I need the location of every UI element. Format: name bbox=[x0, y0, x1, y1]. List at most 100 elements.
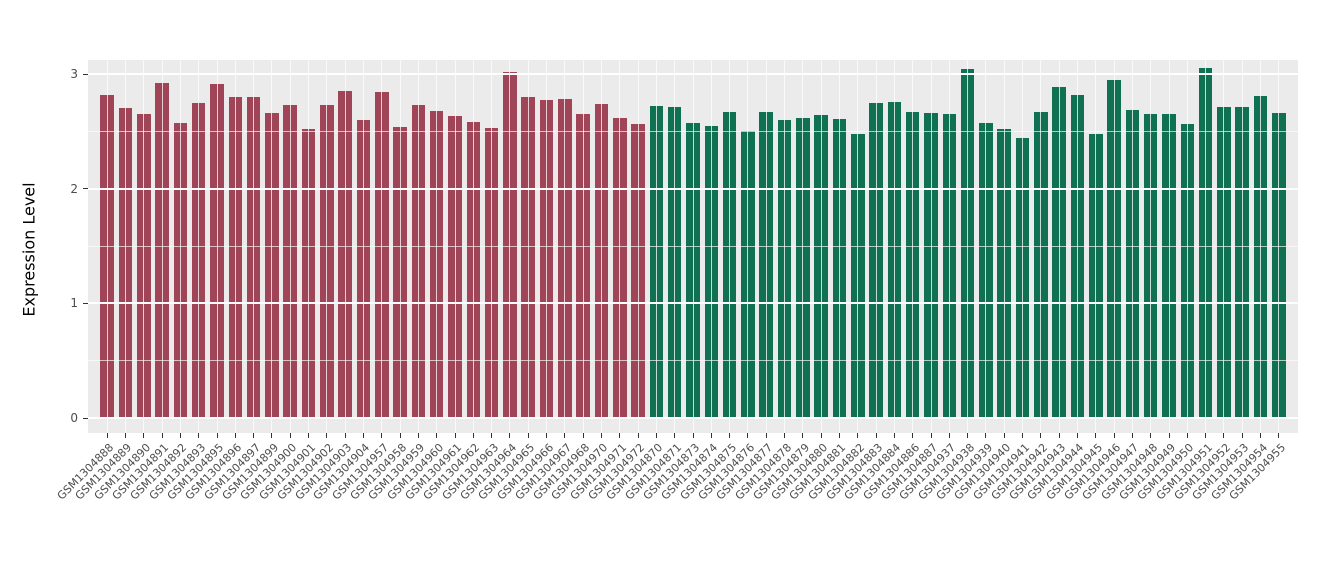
gridline-vertical bbox=[106, 60, 108, 433]
gridline-vertical bbox=[289, 60, 291, 433]
x-axis-tick bbox=[765, 433, 767, 438]
gridline-vertical bbox=[802, 60, 804, 433]
x-axis-tick bbox=[1058, 433, 1060, 438]
gridline-vertical bbox=[582, 60, 584, 433]
x-axis-tick bbox=[454, 433, 456, 438]
gridline-vertical bbox=[765, 60, 767, 433]
x-axis-tick bbox=[1260, 433, 1262, 438]
gridline-vertical bbox=[838, 60, 840, 433]
gridline-vertical bbox=[399, 60, 401, 433]
x-axis-tick bbox=[179, 433, 181, 438]
x-axis-tick bbox=[1040, 433, 1042, 438]
x-axis-tick bbox=[527, 433, 529, 438]
x-axis-tick bbox=[893, 433, 895, 438]
gridline-vertical bbox=[875, 60, 877, 433]
gridline-vertical bbox=[985, 60, 987, 433]
gridline-vertical bbox=[893, 60, 895, 433]
x-axis-tick bbox=[582, 433, 584, 438]
gridline-vertical bbox=[491, 60, 493, 433]
gridline-vertical bbox=[253, 60, 255, 433]
y-axis-tick-label: 2 bbox=[70, 181, 78, 196]
y-axis-tick-label: 0 bbox=[70, 411, 78, 425]
x-axis-tick bbox=[1241, 433, 1243, 438]
gridline-vertical bbox=[344, 60, 346, 433]
x-axis-tick bbox=[143, 433, 145, 438]
gridline-vertical bbox=[747, 60, 749, 433]
x-axis-tick bbox=[820, 433, 822, 438]
gridline-vertical bbox=[216, 60, 218, 433]
x-axis-tick bbox=[271, 433, 273, 438]
x-axis-tick bbox=[948, 433, 950, 438]
gridline-vertical bbox=[1205, 60, 1207, 433]
x-axis-tick bbox=[784, 433, 786, 438]
x-axis-tick bbox=[655, 433, 657, 438]
gridline-vertical bbox=[710, 60, 712, 433]
y-axis-tick-label: 3 bbox=[70, 67, 78, 81]
x-axis-tick bbox=[381, 433, 383, 438]
gridline-vertical bbox=[362, 60, 364, 433]
x-axis-tick bbox=[747, 433, 749, 438]
x-axis-tick bbox=[198, 433, 200, 438]
gridline-vertical bbox=[234, 60, 236, 433]
x-axis-tick bbox=[124, 433, 126, 438]
gridline-vertical bbox=[912, 60, 914, 433]
gridline-vertical bbox=[326, 60, 328, 433]
gridline-vertical bbox=[436, 60, 438, 433]
gridline-vertical bbox=[820, 60, 822, 433]
x-axis-tick bbox=[1150, 433, 1152, 438]
x-axis-tick bbox=[1168, 433, 1170, 438]
x-axis-tick bbox=[1095, 433, 1097, 438]
y-axis-tick bbox=[83, 73, 88, 75]
gridline-vertical bbox=[637, 60, 639, 433]
y-axis-tick-label: 1 bbox=[70, 296, 78, 311]
gridline-vertical bbox=[619, 60, 621, 433]
x-axis-tick bbox=[1003, 433, 1005, 438]
gridline-vertical bbox=[600, 60, 602, 433]
x-axis-tick bbox=[857, 433, 859, 438]
y-axis-title: Expression Level bbox=[19, 182, 39, 317]
gridline-minor bbox=[88, 245, 1298, 247]
x-axis-tick bbox=[472, 433, 474, 438]
gridline-vertical bbox=[1241, 60, 1243, 433]
x-axis-tick bbox=[1223, 433, 1225, 438]
gridline-vertical bbox=[198, 60, 200, 433]
gridline-vertical bbox=[1223, 60, 1225, 433]
gridline-vertical bbox=[674, 60, 676, 433]
x-axis-tick bbox=[930, 433, 932, 438]
gridline-vertical bbox=[564, 60, 566, 433]
gridline-vertical bbox=[454, 60, 456, 433]
x-axis-tick bbox=[491, 433, 493, 438]
gridline-major bbox=[88, 302, 1298, 305]
gridline-vertical bbox=[472, 60, 474, 433]
gridline-vertical bbox=[417, 60, 419, 433]
gridline-vertical bbox=[967, 60, 969, 433]
x-axis-tick bbox=[106, 433, 108, 438]
x-axis-tick bbox=[308, 433, 310, 438]
x-axis-tick bbox=[344, 433, 346, 438]
gridline-vertical bbox=[857, 60, 859, 433]
x-axis-tick bbox=[637, 433, 639, 438]
x-axis-tick bbox=[802, 433, 804, 438]
gridline-vertical bbox=[1095, 60, 1097, 433]
x-axis-tick bbox=[674, 433, 676, 438]
y-axis-tick bbox=[83, 188, 88, 190]
gridline-vertical bbox=[1131, 60, 1133, 433]
x-axis-tick bbox=[729, 433, 731, 438]
x-axis-tick bbox=[1131, 433, 1133, 438]
x-axis-tick bbox=[1205, 433, 1207, 438]
gridline-vertical bbox=[948, 60, 950, 433]
x-axis-tick bbox=[253, 433, 255, 438]
gridline-major bbox=[88, 417, 1298, 419]
gridline-vertical bbox=[784, 60, 786, 433]
x-axis-tick bbox=[875, 433, 877, 438]
y-axis-tick bbox=[83, 417, 88, 419]
y-axis-tick bbox=[83, 302, 88, 304]
x-axis-tick bbox=[161, 433, 163, 438]
x-axis-tick bbox=[564, 433, 566, 438]
gridline-vertical bbox=[527, 60, 529, 433]
gridline-vertical bbox=[1260, 60, 1262, 433]
x-axis-tick bbox=[619, 433, 621, 438]
x-axis-tick bbox=[692, 433, 694, 438]
x-axis-tick bbox=[362, 433, 364, 438]
